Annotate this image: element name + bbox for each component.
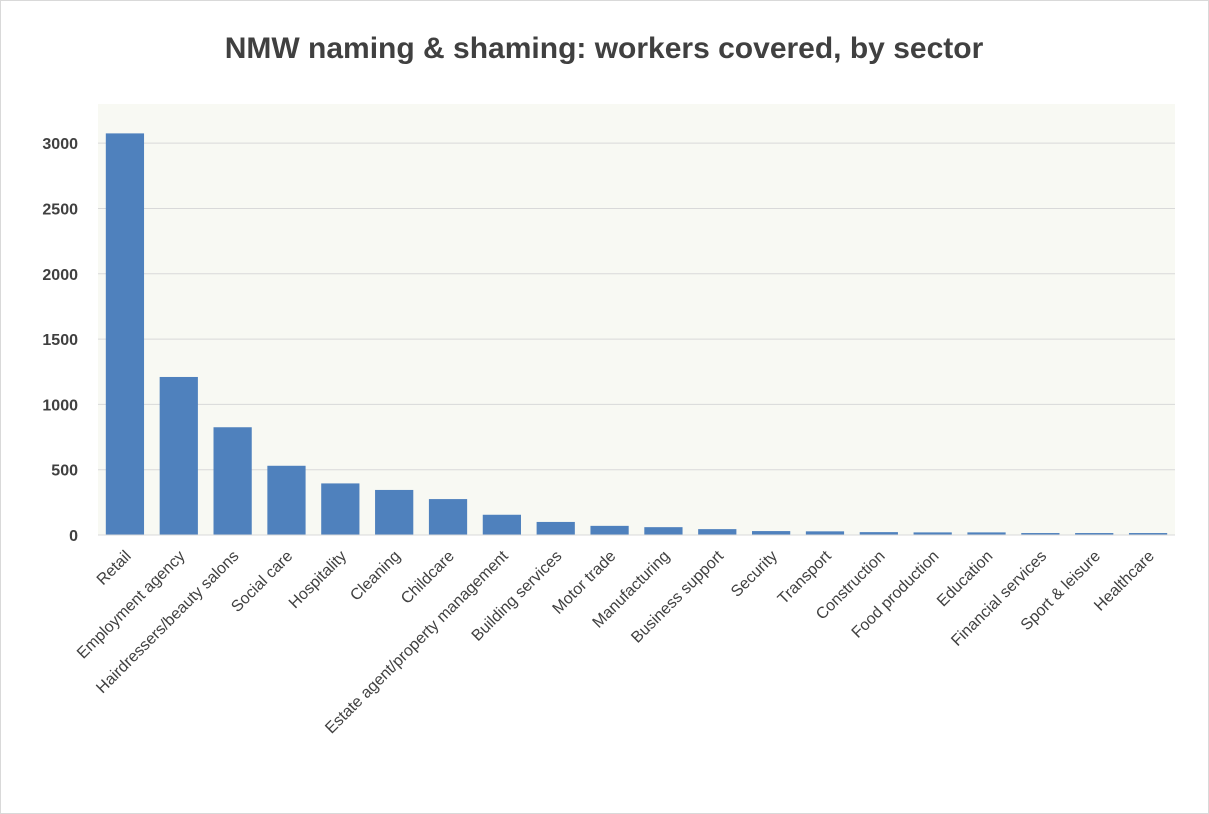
chart-title: NMW naming & shaming: workers covered, b… (225, 32, 984, 65)
bar (482, 514, 521, 535)
x-tick-label: Business support (628, 547, 727, 646)
y-tick-label: 2000 (42, 267, 78, 284)
y-tick-label: 1000 (42, 397, 78, 414)
x-tick-label: Security (728, 548, 781, 601)
bars (105, 133, 1168, 536)
x-tick-label: Hospitality (286, 548, 350, 612)
bar (536, 521, 575, 535)
y-tick-label: 3000 (42, 136, 78, 153)
bar (428, 499, 468, 535)
bar (159, 376, 198, 535)
bar (644, 527, 683, 535)
y-tick-label: 1500 (42, 332, 78, 349)
bar (1128, 533, 1168, 535)
x-tick-label: Employment agency (74, 548, 189, 663)
x-tick-label: Cleaning (347, 548, 404, 605)
bar (805, 531, 845, 535)
bar (1021, 533, 1060, 535)
bar (859, 532, 898, 535)
y-tick-label: 2500 (42, 201, 78, 218)
bar (590, 525, 629, 535)
bar (213, 427, 252, 535)
bar (1075, 533, 1114, 535)
bar (321, 483, 360, 535)
y-axis-ticks: 0 500 1000 1500 2000 2500 3000 (42, 136, 78, 545)
bar (967, 532, 1006, 535)
bar (752, 531, 791, 535)
bar (698, 529, 737, 535)
y-tick-label: 500 (51, 463, 78, 480)
x-tick-label: Building services (469, 548, 566, 645)
y-tick-label: 0 (69, 528, 78, 545)
x-tick-label: Retail (94, 548, 135, 589)
bar (105, 133, 145, 536)
bar (375, 489, 414, 535)
x-tick-label: Financial services (948, 548, 1050, 650)
bar (913, 532, 952, 535)
plot-area (98, 104, 1175, 535)
bar (267, 465, 306, 535)
